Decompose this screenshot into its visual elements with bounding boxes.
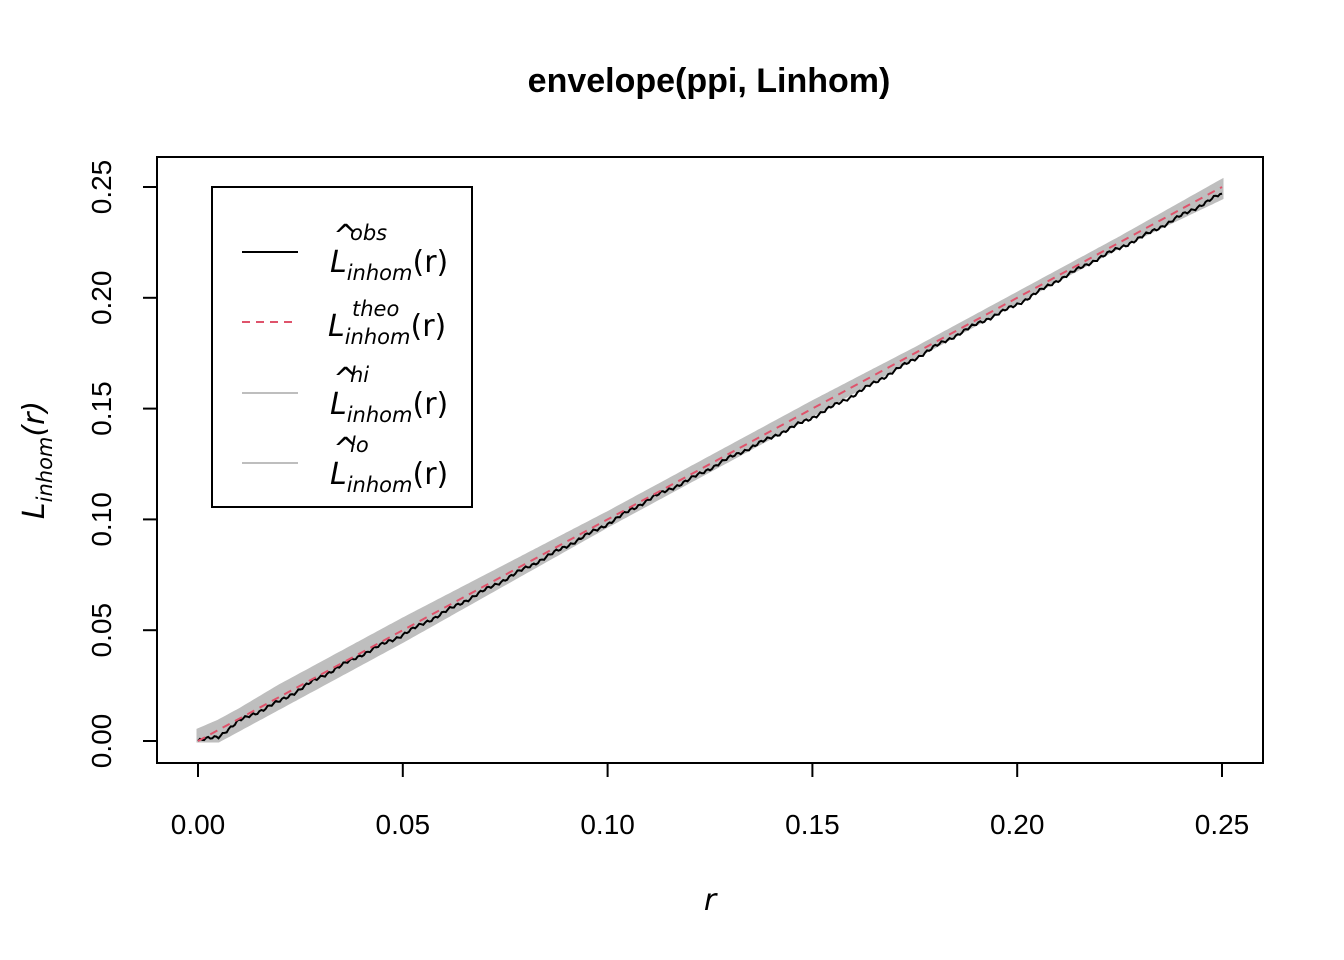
- y-tick-label: 0.15: [86, 381, 117, 436]
- series-lines-layer: [197, 186, 1223, 742]
- series-line-theo: [197, 186, 1223, 742]
- series-line-hi: [197, 179, 1223, 731]
- y-tick-label: 0.25: [86, 160, 117, 215]
- y-axis-label-sub: inhom: [33, 437, 57, 503]
- legend-label-theo: Linhom(r): [328, 309, 446, 349]
- legend-sup-obs: obs: [350, 221, 387, 245]
- y-tick-label: 0.00: [86, 714, 117, 769]
- y-axis-label-main: L: [17, 502, 52, 519]
- x-tick-label: 0.15: [785, 809, 840, 840]
- legend-label-obs: Linhom(r): [330, 245, 448, 285]
- legend-label-lo: Linhom(r): [330, 457, 448, 497]
- y-tick-label: 0.10: [86, 492, 117, 547]
- x-tick-label: 0.00: [171, 809, 226, 840]
- axes-layer: 0.00 0.05 0.10 0.15 0.20 0.25 0.00 0.05 0.10 0.15…: [86, 160, 1249, 840]
- y-axis-label: Linhom(r): [17, 401, 57, 519]
- x-tick-label: 0.10: [580, 809, 635, 840]
- x-axis-label: r: [704, 883, 718, 918]
- legend-hat-obs: ^: [333, 219, 358, 254]
- legend-label-hi: Linhom(r): [330, 387, 448, 427]
- y-axis-label-arg: (r): [17, 401, 52, 437]
- legend-hat-lo: ^: [333, 432, 358, 467]
- x-tick-label: 0.25: [1195, 809, 1250, 840]
- svg-text:Linhom(r): Linhom(r): [17, 401, 57, 519]
- series-line-obs: [197, 192, 1223, 742]
- legend-sup-theo: theo: [352, 297, 399, 321]
- y-tick-label: 0.05: [86, 603, 117, 658]
- legend-sup-hi: hi: [350, 363, 369, 387]
- chart-title: envelope(ppi, Linhom): [528, 62, 891, 100]
- legend: ^ Linhom(r) obs Linhom(r) theo ^ Linhom(…: [211, 186, 473, 508]
- x-tick-label: 0.20: [990, 809, 1045, 840]
- y-tick-label: 0.20: [86, 271, 117, 326]
- legend-hat-hi: ^: [333, 362, 358, 397]
- legend-box: [211, 186, 473, 508]
- legend-sup-lo: lo: [350, 433, 369, 457]
- x-tick-label: 0.05: [376, 809, 431, 840]
